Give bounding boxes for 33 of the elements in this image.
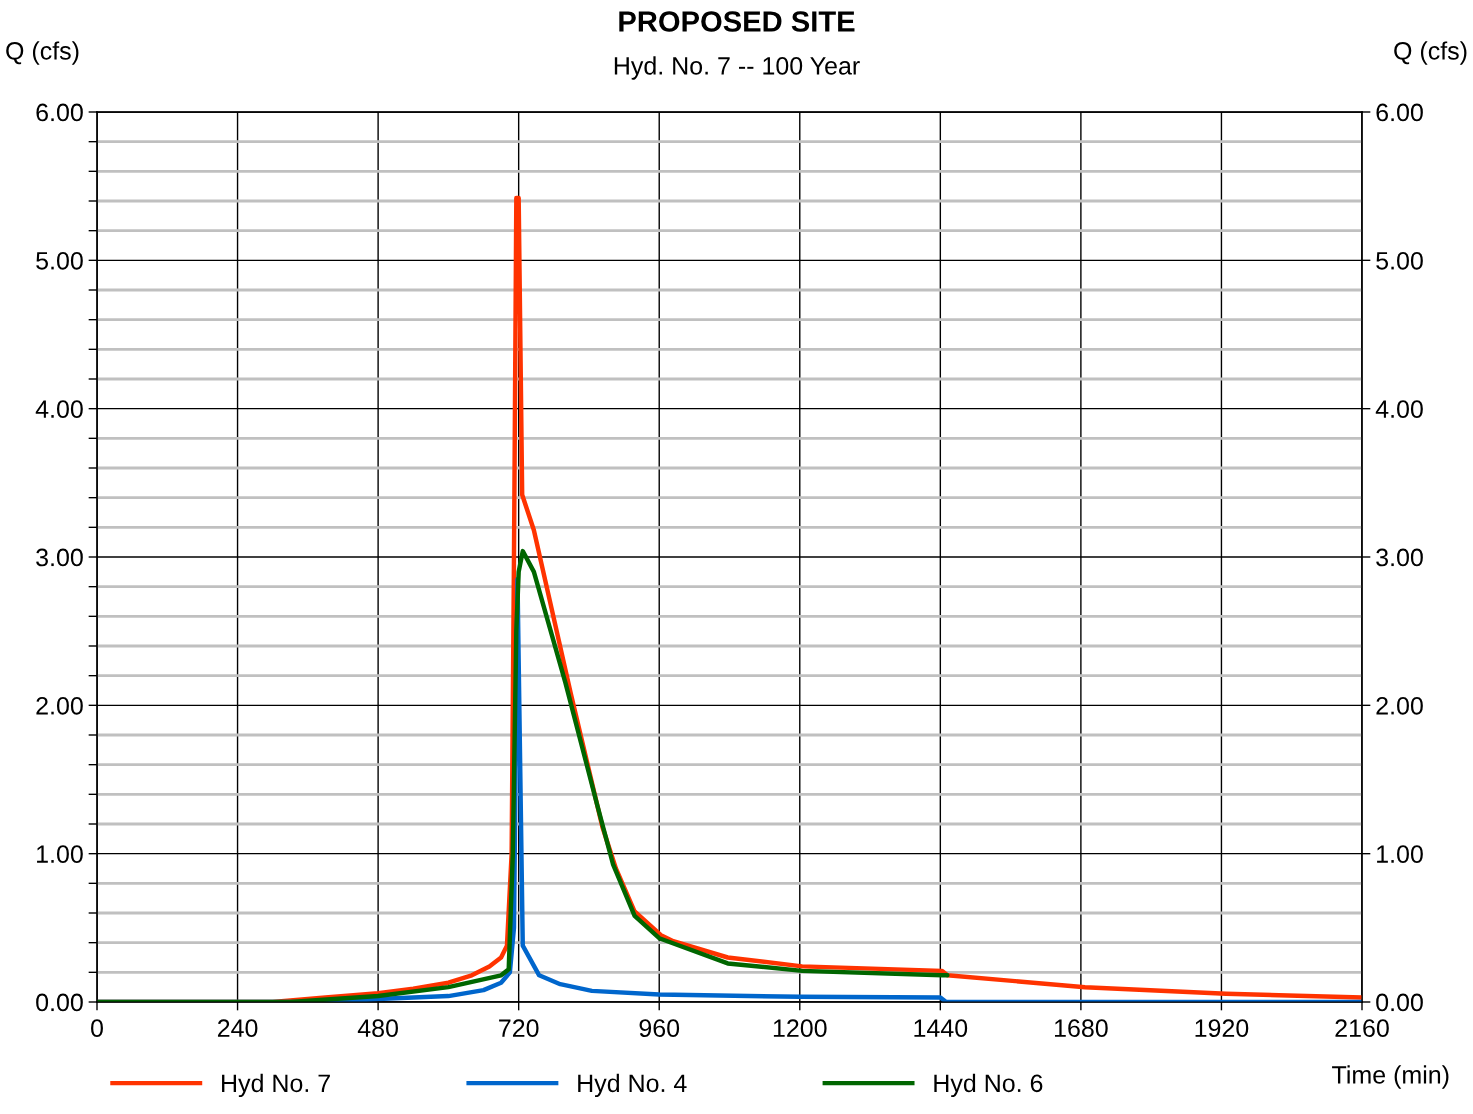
- y-tick-label: 1.00: [37, 845, 83, 863]
- y2-tick-label: 5.00: [1376, 251, 1423, 270]
- y2-tick-label: 0.00: [1376, 993, 1423, 1012]
- x-tick-label: 1200: [773, 1019, 827, 1038]
- x-tick-label: 0: [91, 1019, 103, 1038]
- y2-tick-label: 4.00: [1375, 400, 1423, 418]
- y-tick-label: 6.00: [36, 103, 83, 122]
- x-tick-label: 1680: [1054, 1019, 1108, 1038]
- legend-label: Hyd No. 4: [578, 1073, 687, 1098]
- y2-tick-label: 6.00: [1376, 103, 1423, 122]
- chart-title: PROPOSED SITE: [619, 11, 855, 32]
- y2-tick-label: 3.00: [1376, 548, 1423, 567]
- y2-tick-label: 1.00: [1377, 845, 1423, 863]
- y-tick-label: 3.00: [36, 548, 83, 567]
- y-tick-label: 0.00: [36, 993, 83, 1012]
- y-tick-label: 5.00: [36, 251, 83, 270]
- x-tick-label: 480: [357, 1019, 398, 1038]
- x-tick-label: 2160: [1335, 1019, 1389, 1038]
- legend-label: Hyd No. 6: [934, 1073, 1043, 1098]
- x-tick-label: 1440: [914, 1019, 968, 1038]
- y-axis-title: Q (cfs): [6, 41, 79, 65]
- x-tick-label: 720: [499, 1019, 539, 1038]
- y2-axis-title: Q (cfs): [1394, 41, 1467, 65]
- x-tick-label: 240: [217, 1019, 258, 1038]
- line-series: [97, 548, 950, 1002]
- chart-subtitle: Hyd. No. 7 -- 100 Year: [614, 56, 860, 80]
- y-tick-label: 2.00: [36, 696, 83, 715]
- legend-label: Hyd No. 7: [222, 1073, 330, 1098]
- x-tick-label: 960: [639, 1019, 680, 1038]
- x-axis-title: Time (min): [1332, 1065, 1449, 1089]
- y-tick-label: 4.00: [35, 400, 83, 418]
- x-tick-label: 1920: [1195, 1019, 1249, 1038]
- y2-tick-label: 2.00: [1376, 696, 1423, 715]
